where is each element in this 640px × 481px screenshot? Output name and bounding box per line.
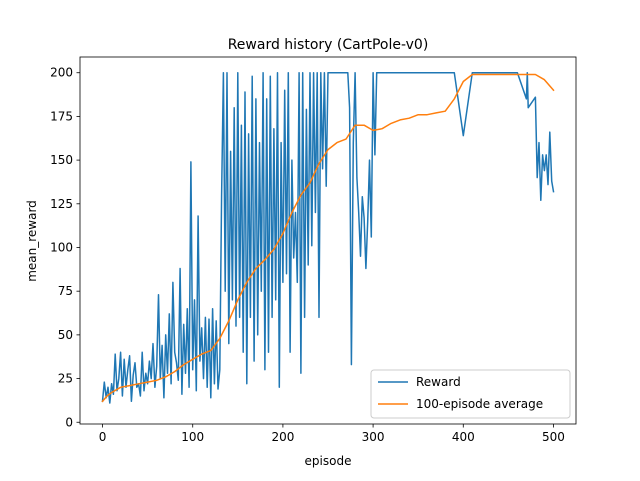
x-tick-label: 400 bbox=[452, 430, 475, 444]
x-tick-label: 300 bbox=[362, 430, 385, 444]
y-tick-label: 200 bbox=[50, 66, 73, 80]
y-tick-label: 100 bbox=[50, 240, 73, 254]
legend-label-reward: Reward bbox=[416, 375, 461, 389]
axes-layer: 0 100 200 300 400 500 0 25 50 75 100 125 150 175 200 bbox=[50, 56, 577, 444]
y-tick-label: 125 bbox=[50, 197, 73, 211]
x-tick-label: 100 bbox=[181, 430, 204, 444]
series-layer bbox=[101, 71, 555, 404]
y-tick-label: 50 bbox=[58, 328, 73, 342]
series-line-reward bbox=[101, 71, 555, 404]
legend-label-average: 100-episode average bbox=[416, 397, 543, 411]
series-line-100-episode-average bbox=[101, 73, 555, 403]
plot-frame bbox=[79, 56, 577, 425]
y-tick-label: 150 bbox=[50, 153, 73, 167]
y-tick-label: 25 bbox=[58, 372, 73, 386]
x-axis-label: episode bbox=[305, 454, 352, 468]
legend: Reward 100-episode average bbox=[370, 369, 571, 419]
y-tick-label: 75 bbox=[58, 284, 73, 298]
legend-box bbox=[370, 369, 571, 419]
x-tick-label: 500 bbox=[542, 430, 565, 444]
x-tick-label: 0 bbox=[99, 430, 107, 444]
x-tick-label: 200 bbox=[271, 430, 294, 444]
y-tick-label: 175 bbox=[50, 109, 73, 123]
y-tick-label: 0 bbox=[65, 415, 73, 429]
chart-title: Reward history (CartPole-v0) bbox=[228, 37, 429, 53]
y-axis-label: mean_reward bbox=[25, 200, 39, 282]
